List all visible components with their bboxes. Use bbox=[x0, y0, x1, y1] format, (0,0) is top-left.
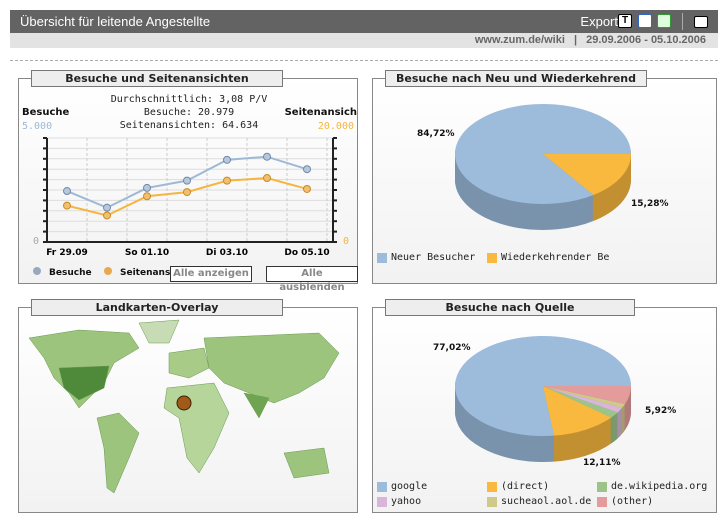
legend-label: Seitenansich bbox=[120, 268, 186, 278]
legend-dot bbox=[33, 267, 41, 275]
legend-label: Wiederkehrender Be bbox=[501, 252, 610, 263]
slice-label: 15,28% bbox=[631, 199, 669, 209]
legend-item: Wiederkehrender Be bbox=[487, 252, 609, 263]
data-point[interactable] bbox=[63, 187, 71, 196]
left-axis-min: 0 bbox=[33, 236, 40, 247]
legend-item: Neuer Besucher bbox=[377, 252, 475, 263]
summary-average: Durchschnittlich: 3,08 P/V bbox=[110, 94, 268, 105]
divider bbox=[682, 13, 683, 30]
summary: Durchschnittlich: 3,08 P/V Besuche: 20.9… bbox=[99, 93, 279, 132]
legend-label: Neuer Besucher bbox=[391, 252, 476, 263]
panel-title: Besuche nach Neu und Wiederkehrend bbox=[385, 70, 647, 87]
panel-title: Besuche nach Quelle bbox=[385, 299, 635, 316]
pie-chart-new-returning bbox=[455, 104, 631, 230]
legend-swatch bbox=[597, 496, 607, 507]
left-axis-max: 5.000 bbox=[22, 121, 53, 132]
legend-swatch bbox=[377, 496, 387, 507]
line-chart: Fr 29.09 So 01.10 Di 03.10 Do 05.10 bbox=[43, 137, 337, 258]
right-axis-max: 20.000 bbox=[317, 121, 354, 132]
legend-item: sucheaol.aol.de bbox=[487, 496, 591, 507]
data-point[interactable] bbox=[223, 155, 231, 164]
legend-label: yahoo bbox=[391, 496, 422, 507]
data-point[interactable] bbox=[303, 165, 311, 174]
summary-visits: Besuche: 20.979 bbox=[143, 107, 235, 118]
word-export-icon[interactable] bbox=[638, 14, 652, 28]
pie-slice[interactable] bbox=[543, 386, 618, 418]
legend-seitenansichten[interactable]: Seitenansich bbox=[104, 267, 185, 278]
location-marker[interactable] bbox=[176, 395, 192, 411]
pie-chart-source bbox=[455, 336, 631, 462]
legend-item: de.wikipedia.org bbox=[597, 481, 707, 492]
pie-slice[interactable] bbox=[455, 104, 631, 205]
legend-swatch bbox=[377, 252, 387, 263]
data-point[interactable] bbox=[263, 174, 271, 183]
legend-label: (other) bbox=[611, 496, 654, 507]
summary-pageviews: Seitenansichten: 64.634 bbox=[119, 120, 259, 131]
legend-label: Besuche bbox=[49, 268, 92, 278]
pie-slice[interactable] bbox=[543, 386, 612, 436]
subheader: www.zum.de/wiki | 29.09.2006 - 05.10.200… bbox=[10, 33, 718, 48]
data-point[interactable] bbox=[103, 211, 111, 220]
divider bbox=[10, 60, 718, 61]
data-point[interactable] bbox=[183, 188, 191, 197]
panel-title: Besuche und Seitenansichten bbox=[31, 70, 283, 87]
excel-export-icon[interactable] bbox=[657, 14, 671, 28]
x-tick-label: Di 03.10 bbox=[206, 248, 248, 258]
data-point[interactable] bbox=[63, 201, 71, 210]
panel-title: Landkarten-Overlay bbox=[31, 299, 283, 316]
pie-slice[interactable] bbox=[455, 336, 631, 436]
legend-item: (other) bbox=[597, 496, 653, 507]
print-icon[interactable] bbox=[694, 16, 708, 28]
export-label: Export bbox=[580, 14, 618, 29]
x-tick-label: Do 05.10 bbox=[284, 248, 329, 258]
pie-slice[interactable] bbox=[543, 386, 622, 413]
pie-slice[interactable] bbox=[543, 154, 631, 195]
site-link[interactable]: www.zum.de/wiki bbox=[474, 34, 565, 46]
data-point[interactable] bbox=[263, 152, 271, 161]
x-tick-label: Fr 29.09 bbox=[46, 248, 88, 258]
left-axis-label: Besuche bbox=[22, 107, 70, 118]
data-point[interactable] bbox=[103, 203, 111, 212]
legend-swatch bbox=[597, 481, 607, 492]
map-overlay-panel: Landkarten-Overlay bbox=[18, 299, 358, 513]
header-bar: Übersicht für leitende Angestellte Expor… bbox=[10, 10, 718, 33]
new-returning-panel: Besuche nach Neu und Wiederkehrend 84,72… bbox=[372, 70, 717, 284]
right-axis-min: 0 bbox=[343, 236, 350, 247]
legend-swatch bbox=[487, 252, 497, 263]
data-point[interactable] bbox=[303, 184, 311, 193]
source-panel: Besuche nach Quelle 77,02% 12,11% 5,92% … bbox=[372, 299, 717, 513]
show-all-button[interactable]: Alle anzeigen bbox=[170, 266, 252, 282]
separator: | bbox=[573, 34, 578, 46]
pie-slice[interactable] bbox=[543, 386, 625, 409]
data-point[interactable] bbox=[223, 176, 231, 185]
data-point[interactable] bbox=[183, 176, 191, 185]
slice-label: 12,11% bbox=[583, 458, 621, 468]
legend-item: google bbox=[377, 481, 427, 492]
legend-swatch bbox=[377, 481, 387, 492]
legend-swatch bbox=[487, 496, 497, 507]
legend-label: de.wikipedia.org bbox=[611, 481, 708, 492]
date-range: 29.09.2006 - 05.10.2006 bbox=[586, 34, 706, 46]
legend-label: (direct) bbox=[501, 481, 550, 492]
slice-label: 5,92% bbox=[645, 406, 677, 416]
slice-label: 84,72% bbox=[417, 129, 455, 139]
legend-label: sucheaol.aol.de bbox=[501, 496, 592, 507]
x-tick-label: So 01.10 bbox=[125, 248, 169, 258]
page-title: Übersicht für leitende Angestellte bbox=[20, 14, 211, 29]
legend-besuche[interactable]: Besuche bbox=[33, 267, 92, 278]
legend-swatch bbox=[487, 481, 497, 492]
right-axis-label: Seitenansich bbox=[284, 107, 357, 118]
legend-label: google bbox=[391, 481, 428, 492]
text-export-icon[interactable]: T bbox=[618, 14, 632, 28]
data-point[interactable] bbox=[143, 183, 151, 192]
visits-pageviews-panel: Besuche und Seitenansichten Durchschnitt… bbox=[18, 70, 358, 293]
legend-item: (direct) bbox=[487, 481, 549, 492]
slice-label: 77,02% bbox=[433, 343, 471, 353]
data-point[interactable] bbox=[143, 192, 151, 201]
hide-all-button[interactable]: Alle ausblenden bbox=[266, 266, 358, 293]
pie-slice[interactable] bbox=[543, 386, 631, 405]
legend-dot bbox=[104, 267, 112, 275]
legend-item: yahoo bbox=[377, 496, 421, 507]
world-map[interactable] bbox=[19, 308, 357, 512]
